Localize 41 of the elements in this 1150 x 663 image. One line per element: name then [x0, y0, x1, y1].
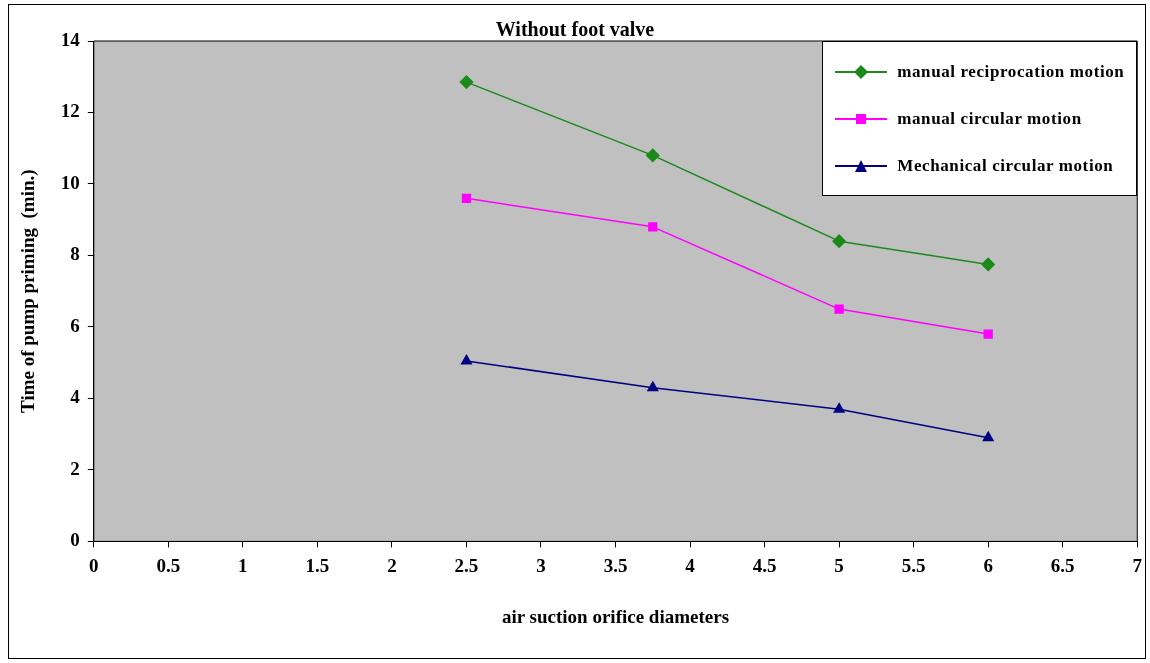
point — [832, 234, 846, 248]
x-tick-label: 6.5 — [1050, 554, 1075, 576]
x-tick-label: 1.5 — [305, 554, 330, 576]
legend-label: manual circular motion — [897, 108, 1082, 129]
x-tick-label: 3 — [536, 554, 546, 576]
x-tick-label: 7 — [1132, 554, 1143, 576]
y-tick-label: 2 — [70, 457, 80, 479]
y-axis-title: Time of pump priming (min.) — [17, 169, 40, 413]
x-tick-label: 5.5 — [901, 554, 926, 576]
y-tick-label: 8 — [70, 243, 80, 265]
legend-label: manual reciprocation motion — [897, 61, 1125, 82]
x-tick-label: 0.5 — [156, 554, 181, 576]
point — [646, 148, 660, 163]
point — [460, 354, 472, 365]
x-tick-label: 2 — [387, 554, 397, 576]
point — [983, 329, 993, 339]
legend-label: Mechanical circular motion — [897, 155, 1114, 176]
x-tick-label: 2.5 — [454, 554, 479, 576]
point — [833, 402, 845, 413]
point — [648, 222, 658, 232]
x-tick-label: 3.5 — [603, 554, 628, 576]
point — [982, 431, 994, 442]
y-tick-label: 0 — [70, 529, 80, 551]
point — [981, 257, 995, 272]
x-tick-label: 0 — [89, 554, 99, 576]
point — [461, 193, 472, 203]
y-tick-label: 4 — [70, 386, 81, 408]
x-tick-label: 4.5 — [752, 554, 777, 576]
y-tick-label: 14 — [60, 28, 81, 50]
y-tick-label: 10 — [60, 171, 80, 193]
point — [834, 304, 844, 314]
x-tick-label: 6 — [983, 554, 993, 576]
point — [647, 381, 659, 392]
x-tick-label: 4 — [685, 554, 696, 576]
x-tick-label: 5 — [834, 554, 844, 576]
y-tick-label: 6 — [70, 314, 80, 336]
y-tick-label: 12 — [60, 100, 80, 122]
x-axis-title: air suction orifice diameters — [501, 605, 730, 627]
x-tick-label: 1 — [238, 554, 248, 576]
point — [459, 75, 474, 89]
chart-title: Without foot valve — [495, 18, 655, 40]
